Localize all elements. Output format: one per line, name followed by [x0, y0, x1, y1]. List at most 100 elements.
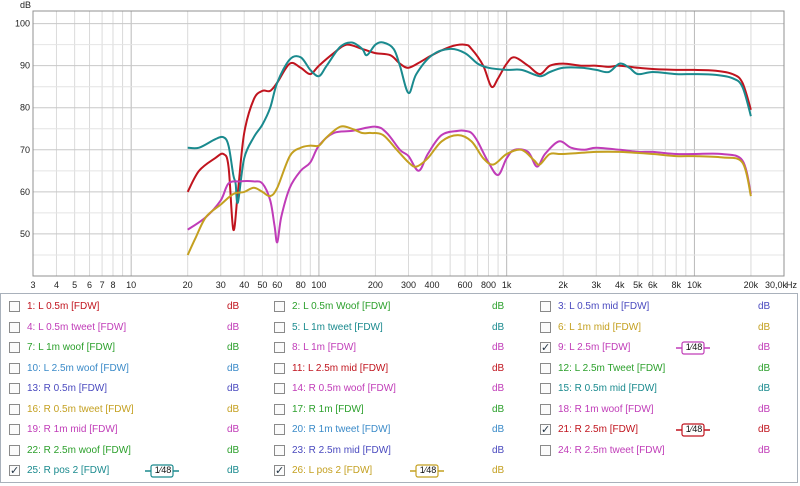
legend-checkbox[interactable] — [540, 421, 551, 439]
legend-checkbox[interactable] — [9, 383, 20, 394]
legend-checkbox[interactable] — [540, 321, 551, 333]
legend-item[interactable]: 9: L 2.5m [FDW] 1⁄48 dB — [540, 339, 790, 357]
x-tick-label: 3 — [30, 280, 35, 290]
legend-label: 11: L 2.5m mid [FDW] — [292, 362, 389, 374]
x-tick-label: 100 — [311, 280, 326, 290]
legend-checkbox[interactable] — [540, 301, 551, 312]
legend-item[interactable]: 25: R pos 2 [FDW] 1⁄48 dB — [9, 462, 259, 480]
x-tick-label: 2k — [558, 280, 568, 290]
legend-item[interactable]: 22: R 2.5m woof [FDW] dB — [9, 442, 259, 460]
legend-item[interactable]: 11: L 2.5m mid [FDW] dB — [274, 360, 524, 378]
legend-checkbox[interactable] — [274, 321, 285, 333]
x-tick-label: 6k — [648, 280, 658, 290]
legend-checkbox[interactable] — [540, 339, 551, 357]
legend-label: 25: R pos 2 [FDW] — [27, 465, 110, 476]
legend-item[interactable]: 6: L 1m mid [FDW] dB — [540, 319, 790, 337]
legend-unit: dB — [758, 383, 771, 394]
legend-checkbox[interactable] — [274, 362, 285, 374]
legend-checkbox[interactable] — [9, 342, 20, 353]
legend-checkbox[interactable] — [9, 444, 20, 456]
y-tick-label: 80 — [20, 103, 30, 113]
legend-unit: dB — [227, 383, 240, 394]
legend-unit: dB — [492, 301, 505, 312]
legend-item[interactable]: 5: L 1m tweet [FDW] dB — [274, 319, 524, 337]
legend-checkbox[interactable] — [9, 462, 20, 480]
legend-checkbox[interactable] — [9, 424, 20, 435]
legend-item[interactable]: 3: L 0.5m mid [FDW] dB — [540, 298, 790, 316]
x-tick-label: 10 — [126, 280, 136, 290]
legend-label: 6: L 1m mid [FDW] — [558, 321, 641, 333]
legend-item[interactable]: 17: R 1m [FDW] dB — [274, 401, 524, 419]
legend-checkbox[interactable] — [9, 362, 20, 374]
legend-checkbox[interactable] — [274, 444, 285, 456]
legend-checkbox[interactable] — [274, 462, 285, 480]
x-tick-label: 5 — [72, 280, 77, 290]
legend-item[interactable]: 14: R 0.5m woof [FDW] dB — [274, 380, 524, 398]
legend-checkbox[interactable] — [9, 403, 20, 415]
x-tick-label: 800 — [481, 280, 496, 290]
legend-item[interactable]: 10: L 2.5m woof [FDW] dB — [9, 360, 259, 378]
legend-item[interactable]: 20: R 1m tweet [FDW] dB — [274, 421, 524, 439]
chart-plot[interactable]: 50 60 70 80 90 100 dB 3 4 5 6 7 8 10 20 30 40 50 60 80 100 20… — [0, 0, 800, 292]
legend-unit: dB — [758, 342, 771, 353]
legend-item[interactable]: 24: R 2.5m tweet [FDW] dB — [540, 442, 790, 460]
legend-checkbox[interactable] — [9, 321, 20, 333]
legend-label: 16: R 0.5m tweet [FDW] — [27, 403, 134, 415]
legend-item[interactable]: 26: L pos 2 [FDW] 1⁄48 dB — [274, 462, 524, 480]
legend-item[interactable]: 2: L 0.5m Woof [FDW] dB — [274, 298, 524, 316]
legend-item[interactable]: 1: L 0.5m [FDW] dB — [9, 298, 259, 316]
legend-item[interactable]: 19: R 1m mid [FDW] dB — [9, 421, 259, 439]
legend-checkbox[interactable] — [540, 444, 551, 456]
legend-checkbox[interactable] — [9, 301, 20, 312]
legend-unit: dB — [492, 321, 505, 333]
legend-unit: dB — [758, 403, 771, 415]
legend-unit: dB — [227, 465, 240, 476]
legend-item[interactable]: 4: L 0.5m tweet [FDW] dB — [9, 319, 259, 337]
legend-label: 12: L 2.5m Tweet [FDW] — [558, 362, 666, 374]
smoothing-badge[interactable]: 1⁄48 — [676, 341, 710, 355]
x-tick-label: 7 — [100, 280, 105, 290]
legend-checkbox[interactable] — [274, 342, 285, 353]
x-tick-label: 300 — [401, 280, 416, 290]
legend-label: 13: R 0.5m [FDW] — [27, 383, 108, 394]
legend-checkbox[interactable] — [274, 301, 285, 312]
legend-item[interactable]: 8: L 1m [FDW] dB — [274, 339, 524, 357]
legend-checkbox[interactable] — [540, 362, 551, 374]
legend-item[interactable]: 13: R 0.5m [FDW] dB — [9, 380, 259, 398]
legend-checkbox[interactable] — [540, 383, 551, 394]
smoothing-label: 1⁄48 — [154, 465, 172, 475]
smoothing-badge[interactable]: 1⁄48 — [145, 464, 179, 478]
x-tick-label: 200 — [368, 280, 383, 290]
smoothing-badge[interactable]: 1⁄48 — [676, 423, 710, 437]
legend-unit: dB — [758, 444, 771, 456]
legend-unit: dB — [758, 321, 771, 333]
y-tick-label: 100 — [15, 19, 30, 29]
y-tick-label: 50 — [20, 229, 30, 239]
x-tick-label: 4k — [615, 280, 625, 290]
series-line-4 — [186, 125, 752, 256]
legend-label: 1: L 0.5m [FDW] — [27, 301, 100, 312]
legend-unit: dB — [227, 403, 240, 415]
x-tick-label: 80 — [296, 280, 306, 290]
legend-checkbox[interactable] — [274, 424, 285, 435]
series-line-2 — [187, 41, 752, 204]
legend-item[interactable]: 15: R 0.5m mid [FDW] dB — [540, 380, 790, 398]
legend-unit: dB — [492, 403, 505, 415]
legend-item[interactable]: 7: L 1m woof [FDW] dB — [9, 339, 259, 357]
legend-item[interactable]: 23: R 2.5m mid [FDW] dB — [274, 442, 524, 460]
legend-unit: dB — [758, 424, 771, 435]
smoothing-badge[interactable]: 1⁄48 — [410, 464, 444, 478]
legend-label: 19: R 1m mid [FDW] — [27, 424, 118, 435]
legend-checkbox[interactable] — [274, 403, 285, 415]
x-tick-label: 8 — [110, 280, 115, 290]
legend-item[interactable]: 16: R 0.5m tweet [FDW] dB — [9, 401, 259, 419]
frequency-response-chart[interactable]: 50 60 70 80 90 100 dB 3 4 5 6 7 8 10 20 30 40 50 60 80 100 20… — [0, 0, 800, 292]
legend-item[interactable]: 12: L 2.5m Tweet [FDW] dB — [540, 360, 790, 378]
legend-item[interactable]: 21: R 2.5m [FDW] 1⁄48 dB — [540, 421, 790, 439]
y-tick-label: 70 — [20, 145, 30, 155]
legend-item[interactable]: 18: R 1m woof [FDW] dB — [540, 401, 790, 419]
legend-checkbox[interactable] — [540, 403, 551, 415]
legend-checkbox[interactable] — [274, 383, 285, 394]
y-axis-label: dB — [20, 0, 31, 10]
x-tick-label: 50 — [257, 280, 267, 290]
